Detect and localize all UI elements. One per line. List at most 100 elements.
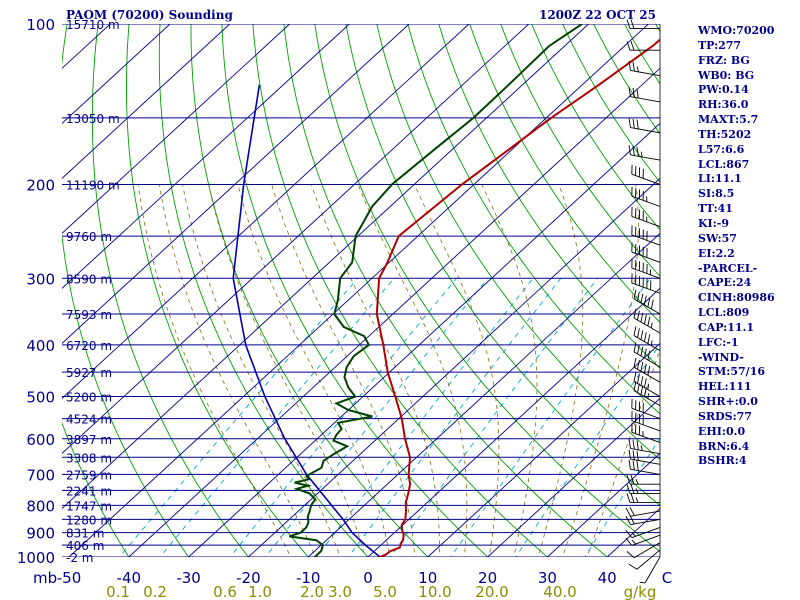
- wind-barb-half: [635, 497, 639, 503]
- isotherm-line: [62, 24, 530, 455]
- moist-adiabat-line: [357, 184, 468, 557]
- wind-barb-staff: [631, 407, 661, 420]
- isotherm-line: [62, 24, 290, 234]
- wind-barb-flag: [628, 459, 631, 470]
- wind-barb-staff: [633, 542, 661, 559]
- wind-barb-flag: [628, 60, 631, 71]
- temperature-tick-label: -50: [57, 569, 82, 587]
- wind-barb-flag: [636, 119, 639, 130]
- wind-barb: [631, 225, 661, 246]
- wind-barb-flag: [628, 439, 631, 449]
- isotherm-line: [367, 287, 660, 557]
- mixing-ratio-tick-label: 5.0: [373, 583, 397, 600]
- wind-barb: [631, 242, 661, 263]
- wind-barb: [633, 372, 661, 397]
- wind-barb-flag: [640, 330, 644, 340]
- dry-adiabat-line: [469, 24, 660, 324]
- pressure-tick-label: 900: [26, 525, 55, 543]
- wind-barb-staff: [633, 390, 661, 407]
- index-item: FRZ: BG: [698, 53, 750, 67]
- wind-barb-staff: [636, 549, 661, 570]
- temperature-tick-label: 0: [363, 569, 373, 587]
- index-item: BRN:6.4: [698, 439, 750, 453]
- height-label: 6720 m: [66, 339, 112, 353]
- isotherm-line: [62, 24, 350, 289]
- wind-barb-half: [650, 340, 653, 346]
- index-item: CINH:80986: [698, 291, 775, 305]
- wind-barb-flag: [637, 374, 640, 384]
- wind-barb-flag: [628, 563, 638, 570]
- height-label: 5927 m: [66, 366, 112, 380]
- temperature-tick-label: -20: [236, 569, 261, 587]
- index-item: SRDS:77: [698, 409, 752, 423]
- wind-barb-staff: [631, 526, 661, 539]
- wind-barb-staff: [631, 282, 661, 294]
- wind-barb: [631, 164, 661, 185]
- dewpoint-trace: [288, 24, 583, 557]
- wind-barb-half: [640, 151, 643, 158]
- mixing-ratio-tick-label: 0.2: [143, 583, 167, 600]
- wind-barb-flag: [632, 450, 635, 460]
- isotherm-line: [62, 24, 171, 124]
- wind-barb-flag: [640, 346, 644, 357]
- pressure-tick-label: 100: [26, 16, 55, 34]
- mixing-ratio-line: [118, 278, 359, 557]
- mixing-ratio-line: [389, 278, 598, 557]
- pressure-tick-label: 400: [26, 337, 55, 355]
- wind-barb: [625, 534, 661, 546]
- wind-barb-flag: [625, 507, 631, 517]
- height-label: 13050 m: [66, 112, 120, 126]
- wind-barb-half: [635, 488, 639, 494]
- wind-barb-flag: [633, 372, 637, 382]
- wind-barb-flag: [626, 493, 631, 503]
- index-item: -WIND-: [698, 350, 744, 364]
- mixing-ratio-line: [265, 278, 489, 557]
- wind-barb-flag: [625, 537, 633, 546]
- mixing-ratio-line: [316, 278, 534, 557]
- wind-barb-staff: [630, 154, 661, 161]
- index-item: PW:0.14: [698, 83, 749, 97]
- isotherm-line: [62, 24, 410, 344]
- wind-barb-staff: [631, 267, 661, 279]
- moist-adiabat-line: [137, 184, 292, 557]
- wind-barb: [628, 449, 661, 465]
- height-label: 1280 m: [66, 513, 112, 527]
- wind-barb-flag: [626, 19, 631, 29]
- wind-barb: [628, 549, 661, 570]
- wind-barb: [631, 258, 661, 279]
- wind-barb-flag: [628, 145, 631, 155]
- mixing-ratio-tick-label: 20.0: [475, 583, 508, 600]
- temperature-tick-label: C: [662, 569, 672, 587]
- index-item: KI:-9: [698, 216, 729, 230]
- height-label: 4524 m: [66, 413, 112, 427]
- wind-barb-flag: [633, 308, 637, 319]
- temperature-tick-label: 40: [598, 569, 617, 587]
- dry-adiabat-line: [283, 24, 608, 557]
- temperature-tick-label: 30: [538, 569, 557, 587]
- mixing-ratio-tick-label: 0.6: [213, 583, 237, 600]
- wind-barb-staff: [631, 431, 661, 444]
- wind-barb-staff: [631, 215, 661, 228]
- wind-barb-flag: [643, 295, 647, 306]
- dry-adiabat-line: [62, 421, 130, 557]
- wind-barb-flag: [633, 342, 637, 353]
- isotherm-line: [248, 177, 660, 557]
- index-item: LCL:867: [698, 157, 750, 171]
- wind-barb: [626, 19, 660, 30]
- index-item: EHI:0.0: [698, 424, 746, 438]
- wind-barb-flag: [647, 350, 651, 361]
- index-item: SW:57: [698, 231, 737, 245]
- wind-barb: [631, 186, 661, 207]
- wind-barb-flag: [628, 449, 631, 460]
- dry-adiabat-line: [221, 24, 489, 557]
- wind-barb-flag: [630, 493, 635, 503]
- wind-barb-flag: [629, 515, 635, 525]
- mixing-ratio-tick-label: 40.0: [543, 583, 576, 600]
- wind-barb-flag: [643, 378, 647, 388]
- parcel-trace: [232, 84, 381, 557]
- index-item: STM:57/16: [698, 365, 765, 379]
- moist-adiabat-line: [537, 184, 584, 557]
- height-label: 15710 m: [66, 18, 120, 32]
- wind-barbs: [625, 19, 661, 584]
- pressure-unit-label: mb: [33, 569, 57, 587]
